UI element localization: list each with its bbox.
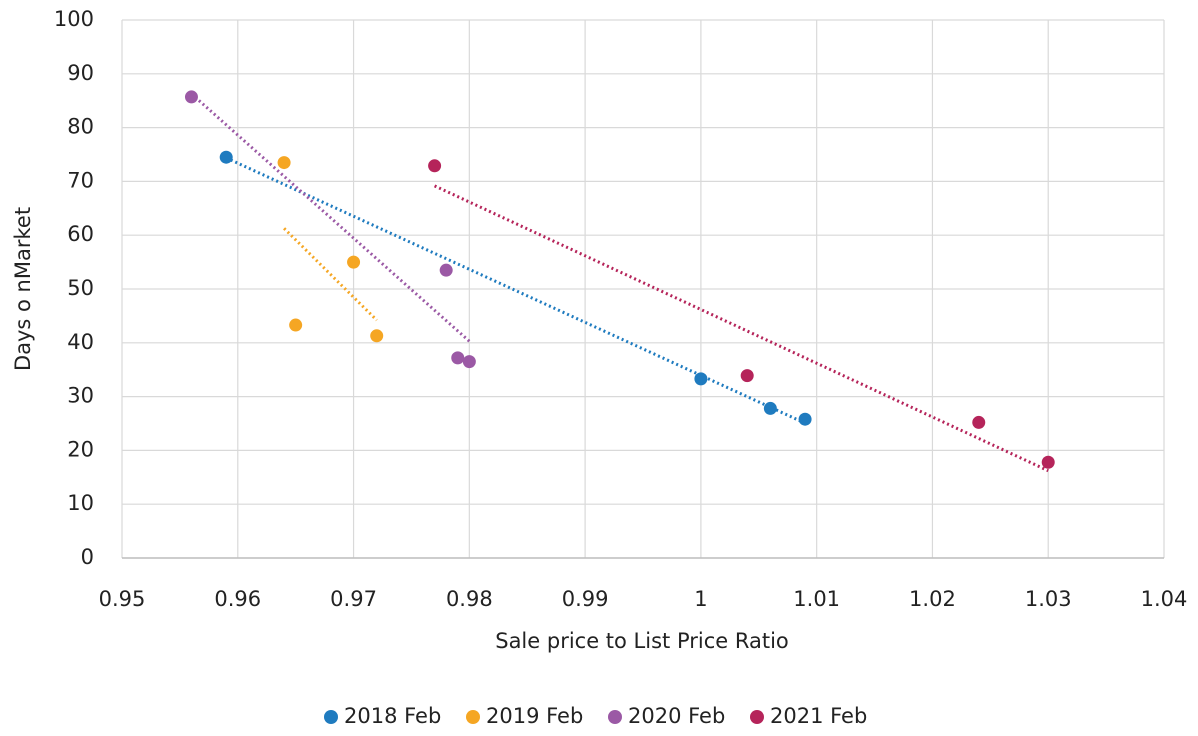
y-tick-label: 80 [67, 115, 94, 139]
legend-label: 2019 Feb [486, 704, 583, 728]
x-tick-label: 1.02 [909, 587, 956, 611]
x-tick-label: 0.97 [330, 587, 377, 611]
x-tick-label: 1.03 [1025, 587, 1072, 611]
point [439, 263, 453, 277]
legend-label: 2020 Feb [628, 704, 725, 728]
point [370, 329, 384, 343]
point [462, 355, 476, 369]
y-tick-label: 50 [67, 276, 94, 300]
y-tick-label: 20 [67, 437, 94, 461]
point [184, 90, 198, 104]
point [694, 372, 708, 386]
x-tick-label: 1 [694, 587, 707, 611]
point [740, 369, 754, 383]
legend-marker [324, 710, 338, 724]
trendline [190, 92, 471, 343]
x-tick-label: 0.98 [446, 587, 493, 611]
y-tick-label: 0 [81, 545, 94, 569]
legend-label: 2021 Feb [770, 704, 867, 728]
point [972, 415, 986, 429]
y-tick-label: 30 [67, 384, 94, 408]
trendline [225, 156, 806, 425]
x-tick-label: 1.04 [1141, 587, 1188, 611]
y-tick-label: 60 [67, 222, 94, 246]
legend-label: 2018 Feb [344, 704, 441, 728]
point [428, 159, 442, 173]
trendline [433, 184, 1049, 473]
x-tick-label: 0.99 [562, 587, 609, 611]
x-tick-label: 0.96 [214, 587, 261, 611]
x-axis-label: Sale price to List Price Ratio [495, 629, 789, 653]
y-tick-label: 100 [54, 7, 94, 31]
point [347, 255, 361, 269]
legend-marker [608, 710, 622, 724]
y-tick-label: 90 [67, 61, 94, 85]
x-tick-label: 1.01 [793, 587, 840, 611]
point [219, 150, 233, 164]
point [1041, 455, 1055, 469]
point [451, 351, 465, 365]
y-tick-label: 10 [67, 491, 94, 515]
trendline [283, 227, 378, 322]
point [277, 156, 291, 170]
y-tick-label: 40 [67, 330, 94, 354]
legend-marker [466, 710, 480, 724]
x-tick-label: 0.95 [99, 587, 146, 611]
point [289, 318, 303, 332]
legend-marker [750, 710, 764, 724]
y-axis-label: Days o nMarket [11, 207, 35, 371]
point [798, 412, 812, 426]
point [763, 401, 777, 415]
y-tick-label: 70 [67, 168, 94, 192]
